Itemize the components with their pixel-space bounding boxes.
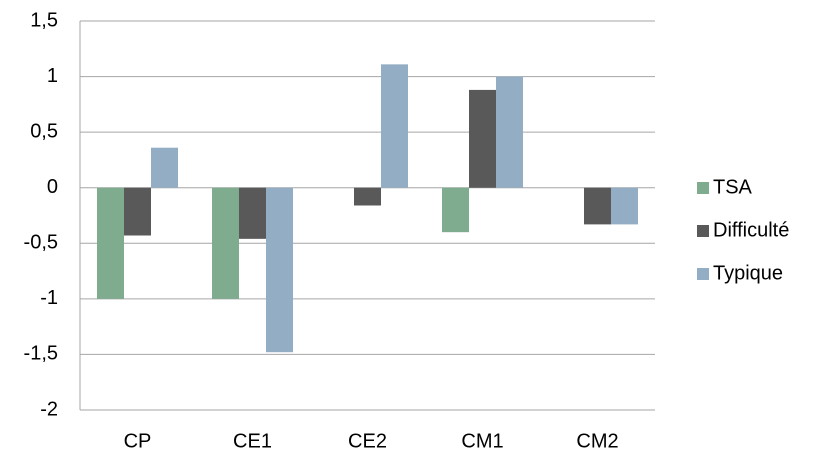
y-tick-label: 1 (47, 65, 58, 87)
bar (611, 187, 638, 225)
y-tick-label: -0,5 (24, 232, 58, 254)
legend-swatch (697, 225, 709, 237)
x-tick-label: CM1 (461, 430, 503, 452)
legend-label: Typique (713, 262, 783, 284)
x-tick-label: CP (124, 430, 152, 452)
y-tick-label: 1,5 (30, 9, 58, 31)
y-tick-label: 0,5 (30, 120, 58, 142)
legend-label: Difficulté (713, 219, 789, 241)
y-tick-label: -1 (40, 287, 58, 309)
bar (442, 187, 469, 233)
y-tick-label: -2 (40, 398, 58, 420)
bar (266, 187, 293, 353)
x-tick-label: CM2 (576, 430, 618, 452)
bar (239, 187, 266, 239)
bar (469, 89, 496, 188)
legend-swatch (697, 182, 709, 194)
legend-swatch (697, 268, 709, 280)
bar (97, 187, 124, 299)
bar (354, 187, 381, 206)
bar (124, 187, 151, 236)
bar (496, 76, 523, 188)
legend-label: TSA (713, 176, 753, 198)
bar (584, 187, 611, 225)
y-tick-label: -1,5 (24, 343, 58, 365)
bar (212, 187, 239, 299)
x-tick-label: CE2 (348, 430, 387, 452)
y-tick-label: 0 (47, 176, 58, 198)
x-tick-label: CE1 (233, 430, 272, 452)
bar (381, 64, 408, 188)
bar (151, 147, 178, 188)
